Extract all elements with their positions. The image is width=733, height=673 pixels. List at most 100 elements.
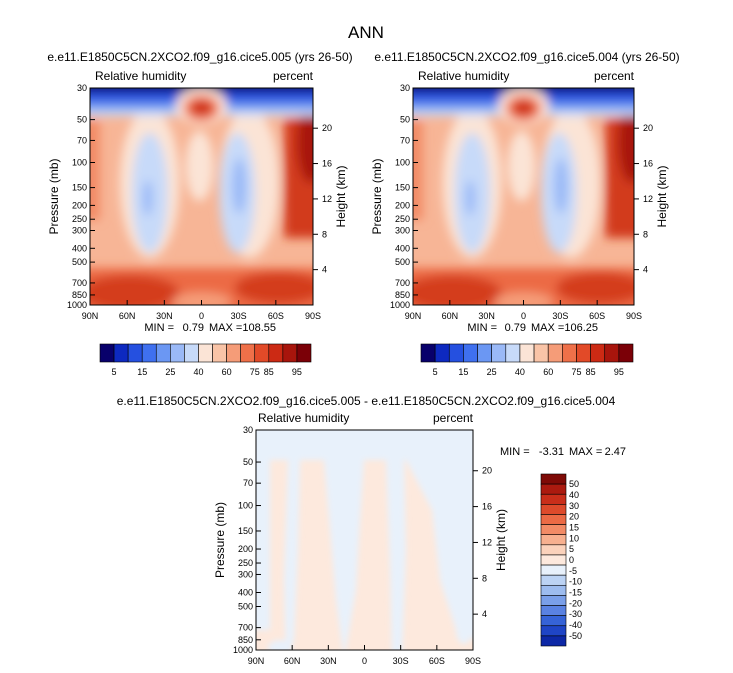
panel-case2-colorbar-label: 5 (433, 367, 438, 377)
panel-difference-colorbar-label: 40 (569, 490, 579, 500)
panel-case1-colorbar-swatch (254, 343, 270, 363)
panel-difference-ytick-label: 250 (238, 558, 253, 568)
panel-difference-colorbar-label: -15 (569, 588, 582, 598)
panel-case1-xtick-label: 60S (268, 311, 284, 321)
panel-difference-variable-label: Relative humidity (258, 411, 349, 425)
panel-case1-ytick-label: 850 (72, 290, 87, 300)
panel-difference-y2tick-label: 4 (482, 609, 487, 619)
panel-case1-max-value: 108.55 (242, 322, 276, 334)
panel-case1-ytick-label: 1000 (67, 300, 87, 310)
panel-case2-colorbar-swatch (505, 343, 521, 363)
panel-case1-ytick-label: 700 (72, 278, 87, 288)
panel-case2-ytick-label: 70 (400, 135, 410, 145)
panel-difference-field (256, 430, 473, 650)
panel-case1-colorbar-swatch (127, 343, 143, 363)
panel-difference-colorbar-swatch (540, 483, 567, 495)
panel-case2-y2tick-label: 4 (643, 265, 648, 275)
panel-case1-colorbar-label: 25 (165, 367, 175, 377)
panel-case1-xtick-label: 30N (156, 311, 173, 321)
panel-case2-colorbar-swatch (463, 343, 478, 363)
panel-difference-xtick-label: 60N (284, 656, 301, 666)
panel-case2-xtick-label: 0 (521, 311, 526, 321)
panel-case1-ytick-label: 150 (72, 183, 87, 193)
panel-case1-ytick-label: 400 (72, 243, 87, 253)
panel-difference-colorbar-swatch (540, 493, 567, 505)
panel-difference-y2tick-label: 16 (482, 502, 492, 512)
panel-case1-xtick-label: 30S (231, 311, 247, 321)
panel-case1-ytick-label: 50 (77, 115, 87, 125)
panel-difference-colorbar-label: 15 (569, 522, 579, 532)
panel-difference-ylabel-right: Height (km) (494, 509, 508, 571)
panel-difference-colorbar-label: 10 (569, 533, 579, 543)
panel-case2-xtick-label: 60N (442, 311, 459, 321)
panel-case2-colorbar-swatch (491, 343, 507, 363)
panel-difference-xtick-label: 90N (248, 656, 265, 666)
panel-case1-ytick-label: 300 (72, 225, 87, 235)
panel-case2-xtick-label: 30S (552, 311, 568, 321)
panel-difference-colorbar-swatch (540, 625, 567, 637)
panel-case1-ytick-label: 70 (77, 135, 87, 145)
panel-difference-ylabel: Pressure (mb) (213, 502, 227, 578)
panel-case2-ytick-label: 50 (400, 115, 410, 125)
panel-case2-colorbar: 5 15 25 40 60 75 85 95 (420, 343, 634, 377)
panel-difference-colorbar-label: -5 (569, 566, 577, 576)
panel-difference-min-value: -3.31 (539, 446, 564, 458)
panel-difference-ytick-label: 200 (238, 544, 253, 554)
panel-case2-ytick-label: 100 (395, 158, 410, 168)
panel-case2-xtick-label: 30N (478, 311, 495, 321)
panel-case2-colorbar-swatch (604, 343, 620, 363)
panel-case1-colorbar-label: 60 (222, 367, 232, 377)
panel-case1-xtick-label: 90S (305, 311, 321, 321)
panel-case2-max-label: MAX = (531, 322, 564, 334)
panel-case2-colorbar-swatch (618, 343, 634, 363)
panel-case1-ylabel: Pressure (mb) (47, 158, 61, 234)
panel-case2-ytick-label: 200 (395, 200, 410, 210)
panel-case2-ytick-label: 700 (395, 278, 410, 288)
panel-difference-colorbar-label: -30 (569, 609, 582, 619)
panel-difference-colorbar-swatch (540, 574, 567, 586)
panel-difference-title: e.e11.E1850C5CN.2XCO2.f09_g16.cice5.005 … (117, 394, 616, 408)
panel-difference-contours (256, 430, 473, 650)
panel-difference-colorbar-label: 30 (569, 501, 579, 511)
panel-case2-field (413, 88, 634, 305)
panel-difference: e.e11.E1850C5CN.2XCO2.f09_g16.cice5.005 … (117, 394, 626, 666)
panel-difference-xtick-label: 60S (429, 656, 445, 666)
panel-case1: e.e11.E1850C5CN.2XCO2.f09_g16.cice5.005 … (47, 50, 353, 377)
panel-difference-colorbar-swatch (540, 473, 567, 485)
panel-difference-ytick-label: 100 (238, 501, 253, 511)
panel-case2-colorbar-swatch (533, 343, 549, 363)
panel-difference-colorbar-swatch (540, 635, 567, 647)
panel-difference-ytick-label: 150 (238, 526, 253, 536)
panel-case2-colorbar-swatch (590, 343, 606, 363)
panel-case2-colorbar-swatch (448, 343, 464, 363)
panel-case2-colorbar-swatch (477, 343, 492, 363)
panel-case1-colorbar-swatch (170, 343, 185, 363)
panel-case1-max-label: MAX = (209, 322, 242, 334)
panel-case2-ytick-label: 300 (395, 225, 410, 235)
panel-case2-y2tick-label: 8 (643, 229, 648, 239)
panel-case1-contours (90, 88, 313, 305)
panel-case2-title: e.e11.E1850C5CN.2XCO2.f09_g16.cice5.004 … (374, 50, 679, 64)
panel-case2-y2tick-label: 12 (643, 194, 653, 204)
panel-case2-xtick-label: 60S (589, 311, 605, 321)
panel-case1-colorbar-swatch (141, 343, 157, 363)
panel-difference-y2tick-label: 20 (482, 466, 492, 476)
panel-difference-colorbar-label: -20 (569, 598, 582, 608)
panel-case1-colorbar-label: 15 (137, 367, 147, 377)
panel-case2-ytick-label: 500 (395, 257, 410, 267)
panel-case1-colorbar-label: 95 (292, 367, 302, 377)
panel-difference-colorbar-swatch (540, 605, 567, 616)
panel-case1-min-value: 0.79 (183, 322, 204, 334)
panel-case2-ytick-label: 1000 (390, 300, 410, 310)
panel-difference-colorbar-swatch (540, 554, 567, 566)
panel-case2-colorbar-swatch (576, 343, 591, 363)
panel-case2-colorbar-swatch (519, 343, 535, 363)
panel-case2-ytick-label: 400 (395, 243, 410, 253)
panel-case2-y2tick-label: 16 (643, 159, 653, 169)
panel-case2-colorbar-swatch (547, 343, 563, 363)
panel-case1-ytick-label: 30 (77, 83, 87, 93)
panel-case1-colorbar-label: 40 (193, 367, 203, 377)
